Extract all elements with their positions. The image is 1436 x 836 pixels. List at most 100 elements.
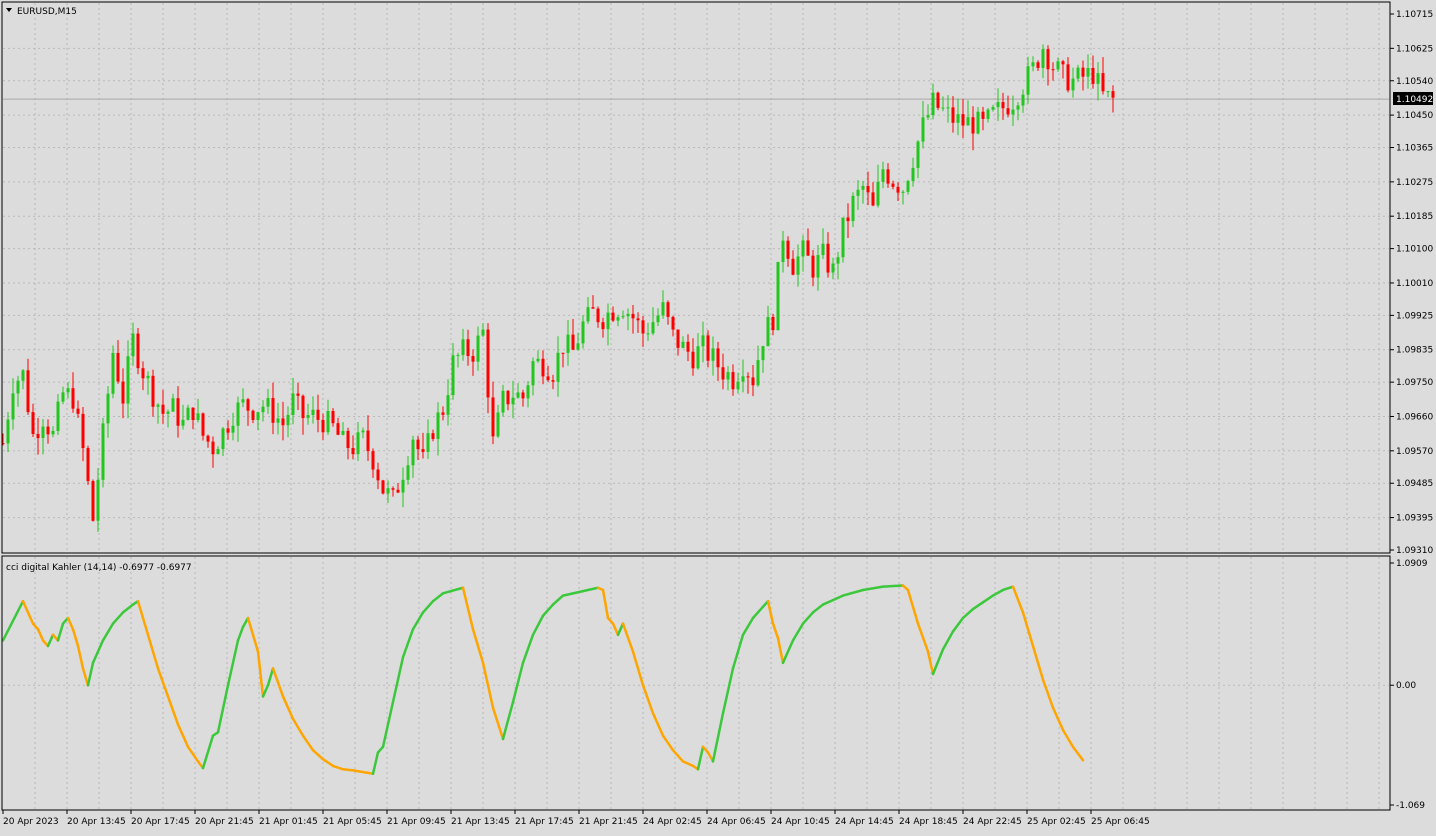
cci-segment	[916, 622, 930, 653]
candle-body	[1021, 94, 1025, 106]
cci-segment	[711, 711, 725, 763]
cci-segment	[1061, 728, 1075, 749]
candle-body	[171, 398, 175, 412]
price-tick-label: 1.09750	[1396, 378, 1433, 388]
candle-body	[961, 114, 965, 126]
candle-body	[91, 481, 95, 521]
cci-segment	[1001, 585, 1015, 592]
time-axis: 20 Apr 2023 20 Apr 13:45 20 Apr 17:45 20 Ap…	[2, 810, 1150, 827]
candle-body	[596, 308, 600, 323]
cci-segment	[776, 636, 785, 665]
candle-body	[371, 451, 375, 470]
candle-body	[586, 307, 590, 322]
candle-body	[846, 217, 850, 222]
cci-segment	[781, 639, 795, 665]
cci-segment	[71, 627, 80, 648]
cci-segment	[661, 734, 675, 752]
candle-body	[736, 381, 740, 390]
time-tick-label: 24 Apr 14:45	[835, 817, 894, 827]
candle-body	[1031, 62, 1035, 67]
price-tick-label: 1.10275	[1396, 178, 1433, 188]
candle-body	[176, 398, 180, 426]
price-tick-label: 1.09310	[1396, 546, 1433, 556]
cci-segment	[821, 594, 845, 606]
cci-segment	[291, 717, 305, 737]
candle-body	[806, 240, 810, 256]
candle-body	[606, 312, 610, 330]
candle-body	[76, 408, 80, 414]
candle-body	[426, 433, 430, 452]
cci-segment	[941, 630, 955, 651]
indicator-axis: 1.0909 0.00 -1.069	[1390, 559, 1428, 811]
candle-body	[1096, 73, 1100, 84]
cci-segment	[331, 764, 345, 771]
candle-body	[1006, 108, 1010, 115]
candle-body	[666, 302, 670, 317]
candle-body	[116, 352, 120, 382]
indicator-panel-title: cci digital Kahler (14,14) -0.6977 -0.69…	[6, 563, 192, 573]
cci-segment	[261, 683, 270, 698]
current-price-label: 1.10492	[1396, 95, 1433, 105]
cci-segment	[631, 650, 645, 687]
cci-segment	[651, 711, 665, 737]
indicator-tick-label: 1.0909	[1396, 559, 1428, 569]
cci-segment	[621, 622, 635, 653]
candle-body	[601, 322, 605, 330]
candle-body	[181, 419, 185, 426]
candle-body	[916, 141, 920, 168]
candle-body	[651, 322, 655, 334]
candle-body	[296, 393, 300, 396]
candle-body	[351, 448, 355, 455]
price-tick-label: 1.09485	[1396, 479, 1433, 489]
price-tick-label: 1.09395	[1396, 514, 1433, 524]
cci-segment	[86, 661, 95, 687]
cci-segment	[311, 748, 325, 761]
candle-body	[931, 92, 935, 116]
candle-body	[811, 255, 815, 278]
candle-body	[571, 334, 575, 350]
indicator-tick-label: -1.069	[1396, 801, 1425, 811]
candle-body	[316, 409, 320, 420]
candle-body	[796, 256, 800, 275]
candle-body	[591, 307, 595, 309]
candle-body	[631, 313, 635, 319]
time-tick-label: 24 Apr 06:45	[707, 817, 766, 827]
time-tick-label: 25 Apr 02:45	[1027, 817, 1086, 827]
candle-body	[1076, 67, 1080, 79]
candle-body	[611, 312, 615, 321]
cci-segment	[791, 622, 805, 642]
candle-body	[501, 390, 505, 413]
candle-body	[741, 376, 745, 382]
cci-segment	[731, 633, 745, 670]
candle-body	[451, 355, 455, 396]
candle-body	[306, 415, 310, 419]
candle-body	[196, 413, 200, 421]
cci-segment	[766, 599, 775, 625]
time-tick-label: 20 Apr 21:45	[195, 817, 254, 827]
candle-body	[676, 329, 680, 348]
candle-body	[96, 479, 100, 521]
candle-body	[526, 385, 530, 399]
time-tick-label: 21 Apr 17:45	[515, 817, 574, 827]
cci-segment	[961, 607, 975, 620]
candle-body	[236, 402, 240, 426]
cci-segment	[481, 661, 495, 709]
cci-segment	[491, 706, 505, 741]
candle-body	[536, 358, 540, 362]
symbol-dropdown-icon[interactable]	[6, 8, 12, 12]
cci-segment	[266, 667, 275, 687]
candle-body	[1101, 73, 1105, 92]
candle-body	[691, 351, 695, 369]
candle-body	[136, 333, 140, 369]
candle-body	[231, 425, 235, 433]
candle-body	[766, 316, 770, 347]
price-tick-label: 1.10100	[1396, 245, 1433, 255]
candle-body	[801, 240, 805, 257]
candle-body	[156, 404, 160, 407]
candle-body	[901, 191, 905, 193]
candle-body	[726, 372, 730, 380]
cci-segment	[471, 627, 485, 665]
time-tick-label: 24 Apr 22:45	[963, 817, 1022, 827]
candle-body	[401, 479, 405, 493]
